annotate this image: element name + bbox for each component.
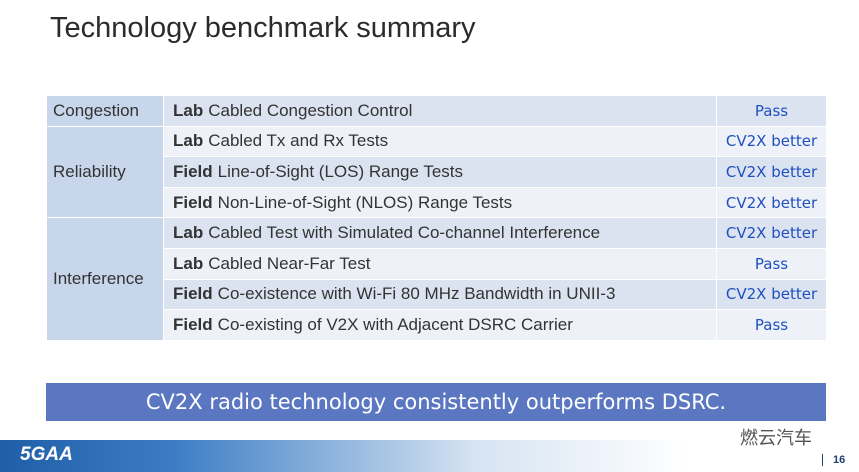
- test-cell: Lab Cabled Near-Far Test: [163, 247, 717, 280]
- test-setting: Field: [173, 314, 213, 334]
- result-cell: Pass: [716, 247, 827, 280]
- page-number: 16: [822, 454, 845, 466]
- test-cell: Lab Cabled Test with Simulated Co-channel…: [163, 217, 717, 249]
- group-label: Interference: [46, 217, 164, 341]
- footer-bar: [0, 440, 859, 472]
- table-row: Field Co-existence with Wi-Fi 80 MHz Band…: [47, 278, 827, 311]
- table-row: Field Co-existing of V2X with Adjacent DS…: [47, 309, 827, 341]
- slide-title: Technology benchmark summary: [50, 12, 476, 44]
- test-setting: Lab: [173, 223, 204, 243]
- test-name: Cabled Tx and Rx Tests: [208, 131, 389, 151]
- test-name: Line-of-Sight (LOS) Range Tests: [217, 161, 464, 181]
- test-setting: Field: [173, 161, 213, 181]
- table-row: Field Non-Line-of-Sight (NLOS) Range Test…: [47, 186, 827, 219]
- test-setting: Lab: [173, 100, 204, 120]
- result-cell: Pass: [716, 309, 827, 341]
- result-cell: CV2X better: [716, 125, 827, 158]
- result-cell: CV2X better: [716, 217, 827, 249]
- test-cell: Field Line-of-Sight (LOS) Range Tests: [163, 156, 717, 188]
- table-row: Interference Lab Cabled Test with Simulate…: [46, 217, 827, 341]
- result-cell: Pass: [716, 95, 827, 127]
- test-setting: Lab: [173, 131, 204, 151]
- watermark: 燃云汽车: [740, 428, 812, 449]
- test-setting: Field: [173, 284, 213, 304]
- test-setting: Field: [173, 192, 213, 212]
- test-setting: Lab: [173, 253, 204, 273]
- test-name: Co-existence with Wi-Fi 80 MHz Bandwidth…: [217, 284, 616, 304]
- test-cell: Field Co-existence with Wi-Fi 80 MHz Band…: [163, 278, 717, 311]
- summary-banner: CV2X radio technology consistently outpe…: [46, 383, 826, 421]
- table-body: Congestion Lab Cabled Congestion Control Pa…: [46, 95, 827, 341]
- table-row: Reliability Lab Cabled Tx and Rx Tests CV2X…: [46, 125, 827, 219]
- result-cell: CV2X better: [716, 156, 827, 188]
- test-cell: Field Co-existing of V2X with Adjacent DS…: [163, 309, 717, 341]
- benchmark-table: Congestion Lab Cabled Congestion Control Pa…: [46, 95, 827, 341]
- test-cell: Lab Cabled Congestion Control: [163, 95, 717, 127]
- logo: 5GAA: [20, 444, 73, 465]
- result-cell: CV2X better: [716, 278, 827, 311]
- test-name: Cabled Congestion Control: [208, 100, 413, 120]
- test-name: Non-Line-of-Sight (NLOS) Range Tests: [217, 192, 513, 212]
- test-name: Cabled Near-Far Test: [208, 253, 371, 273]
- group-label: Reliability: [46, 125, 164, 219]
- test-name: Cabled Test with Simulated Co-channel In…: [208, 223, 601, 243]
- test-cell: Lab Cabled Tx and Rx Tests: [163, 125, 717, 158]
- table-row: Congestion Lab Cabled Congestion Control Pa…: [46, 95, 827, 127]
- test-name: Co-existing of V2X with Adjacent DSRC Ca…: [217, 314, 573, 334]
- table-row: Lab Cabled Near-Far Test Pass: [47, 247, 827, 280]
- test-cell: Field Non-Line-of-Sight (NLOS) Range Test…: [163, 186, 717, 219]
- group-label: Congestion: [46, 95, 164, 127]
- result-cell: CV2X better: [716, 186, 827, 219]
- table-row: Field Line-of-Sight (LOS) Range Tests CV2X…: [47, 156, 827, 188]
